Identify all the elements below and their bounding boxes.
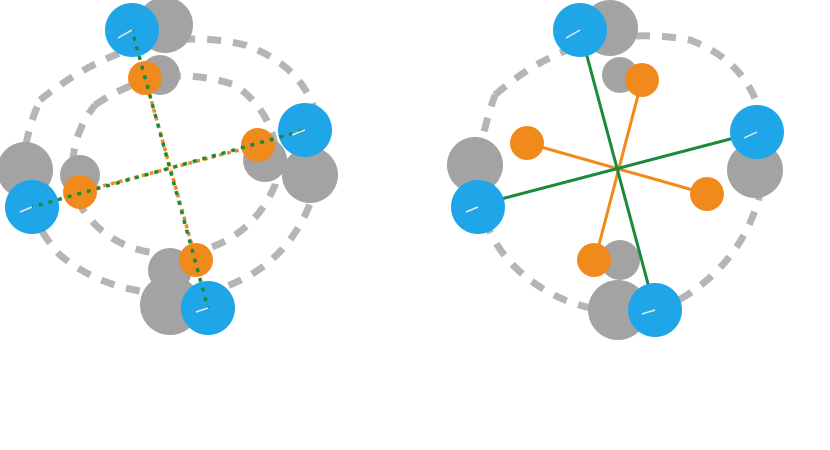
right-panel — [447, 0, 784, 340]
orange-atom — [577, 243, 611, 277]
left-gray-atoms — [0, 0, 338, 335]
orange-atom — [510, 126, 544, 160]
orange-atom — [690, 177, 724, 211]
left-panel — [0, 0, 338, 335]
right-solid-axes — [477, 29, 758, 311]
orange-atom — [625, 63, 659, 97]
right-atom-marks — [465, 29, 758, 315]
left-atom-marks — [19, 29, 306, 313]
right-orange-atoms — [510, 63, 724, 277]
left-dotted-axes — [31, 29, 306, 309]
